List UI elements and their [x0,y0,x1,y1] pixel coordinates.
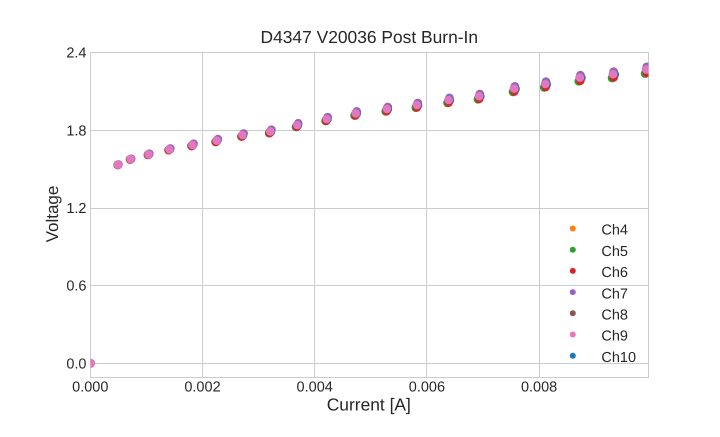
svg-text:Ch5: Ch5 [601,244,628,260]
svg-text:D4347 V20036 Post Burn-In: D4347 V20036 Post Burn-In [261,27,479,47]
svg-text:0.006: 0.006 [409,380,445,396]
svg-text:Ch7: Ch7 [601,286,628,302]
svg-text:0.6: 0.6 [66,279,86,295]
svg-text:1.2: 1.2 [66,201,86,217]
svg-text:Ch10: Ch10 [601,350,636,366]
svg-text:Ch4: Ch4 [601,223,628,239]
svg-text:Voltage: Voltage [43,186,62,243]
svg-text:Ch8: Ch8 [601,308,628,324]
svg-text:0.000: 0.000 [72,380,108,396]
svg-text:2.4: 2.4 [66,46,86,62]
svg-text:0.0: 0.0 [66,356,86,372]
svg-text:0.008: 0.008 [521,380,557,396]
svg-text:Ch6: Ch6 [601,265,628,281]
svg-text:Current [A]: Current [A] [327,395,411,415]
svg-text:0.004: 0.004 [297,380,333,396]
svg-text:0.002: 0.002 [184,380,220,396]
svg-text:1.8: 1.8 [66,123,86,139]
svg-text:Ch9: Ch9 [601,329,628,345]
